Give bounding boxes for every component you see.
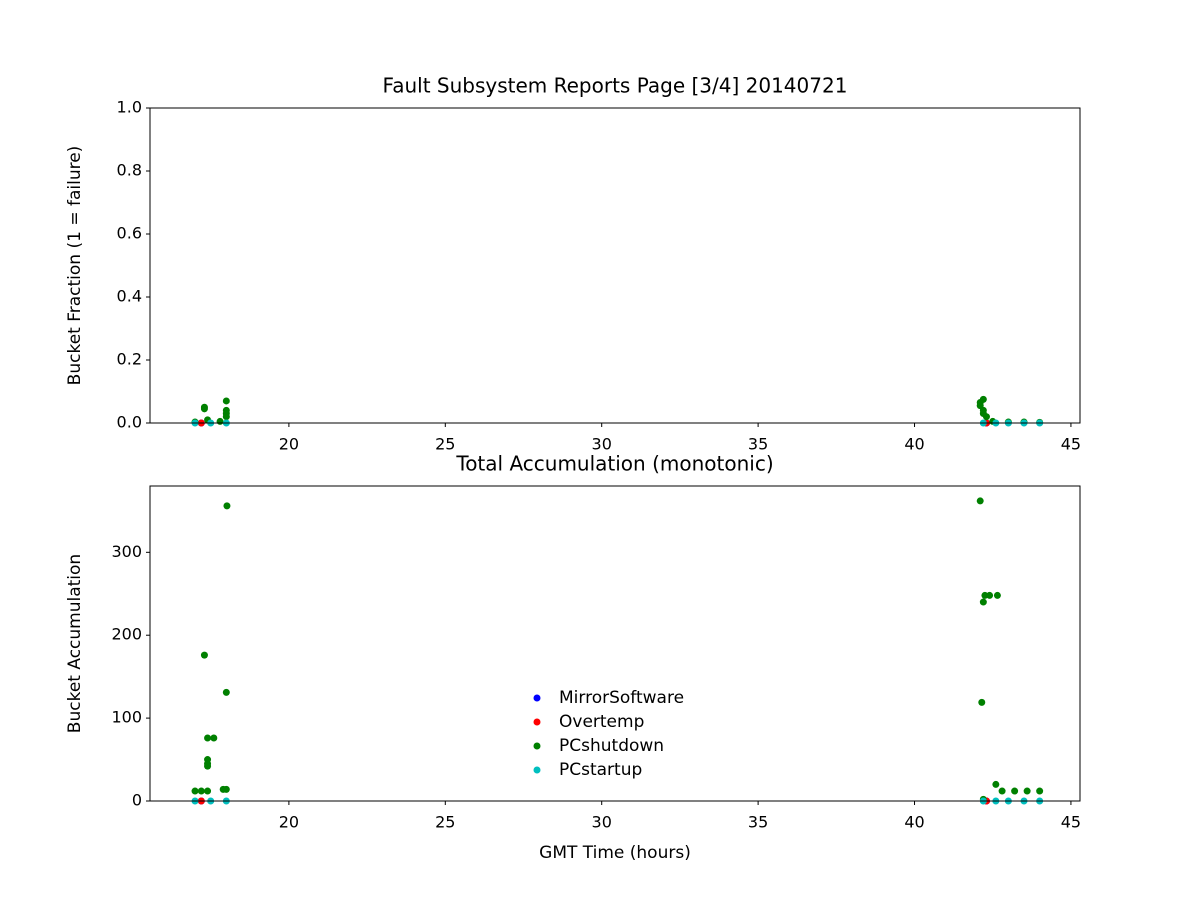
point [1023, 787, 1031, 795]
legend-label: MirrorSoftware [559, 688, 684, 708]
y-tick-label: 1.0 [117, 98, 142, 117]
x-tick-label: 30 [592, 813, 612, 832]
point [200, 405, 208, 413]
point [976, 497, 984, 505]
x-tick-label: 40 [904, 813, 924, 832]
legend-label: PCstartup [559, 760, 642, 780]
chart-title: Total Accumulation (monotonic) [455, 452, 773, 476]
point [978, 698, 986, 706]
point [200, 651, 208, 659]
y-tick-label: 200 [111, 625, 142, 644]
point [204, 787, 212, 795]
x-tick-label: 20 [279, 435, 299, 454]
x-tick-label: 35 [748, 435, 768, 454]
point [1011, 787, 1019, 795]
point [979, 598, 987, 606]
x-tick-label: 25 [435, 813, 455, 832]
point [982, 413, 990, 421]
point [979, 395, 987, 403]
y-tick-label: 0.4 [117, 287, 142, 306]
legend-label: Overtemp [559, 712, 644, 732]
point [223, 502, 231, 510]
x-tick-label: 20 [279, 813, 299, 832]
legend-marker [533, 718, 541, 726]
y-tick-label: 0.6 [117, 224, 142, 243]
point [1036, 787, 1044, 795]
point [204, 734, 212, 742]
point [191, 787, 199, 795]
y-tick-label: 0.2 [117, 350, 142, 369]
y-tick-label: 0.8 [117, 161, 142, 180]
point [204, 762, 212, 770]
legend-label: PCshutdown [559, 736, 664, 756]
y-tick-label: 100 [111, 708, 142, 727]
point [222, 413, 230, 421]
point [992, 780, 1000, 788]
point [210, 734, 218, 742]
point [986, 591, 994, 599]
legend-marker [533, 742, 541, 750]
point [222, 785, 230, 793]
y-axis-label: Bucket Accumulation [65, 554, 85, 733]
point [222, 688, 230, 696]
y-tick-label: 0.0 [117, 413, 142, 432]
point [993, 591, 1001, 599]
axes-frame [149, 485, 1081, 802]
x-axis-label: GMT Time (hours) [539, 843, 691, 863]
x-tick-label: 25 [435, 435, 455, 454]
y-tick-label: 0 [132, 791, 142, 810]
x-tick-label: 45 [1061, 813, 1081, 832]
x-tick-label: 45 [1061, 435, 1081, 454]
axes-frame [149, 107, 1081, 424]
x-tick-label: 30 [592, 435, 612, 454]
y-tick-label: 300 [111, 542, 142, 561]
y-axis-label: Bucket Fraction (1 = failure) [65, 146, 85, 386]
chart-title: Fault Subsystem Reports Page [3/4] 20140… [383, 74, 848, 98]
point [197, 787, 205, 795]
legend-marker [533, 766, 541, 774]
point [216, 417, 224, 425]
point [998, 787, 1006, 795]
x-tick-label: 40 [904, 435, 924, 454]
x-tick-label: 35 [748, 813, 768, 832]
legend-marker [533, 694, 541, 702]
point [222, 397, 230, 405]
